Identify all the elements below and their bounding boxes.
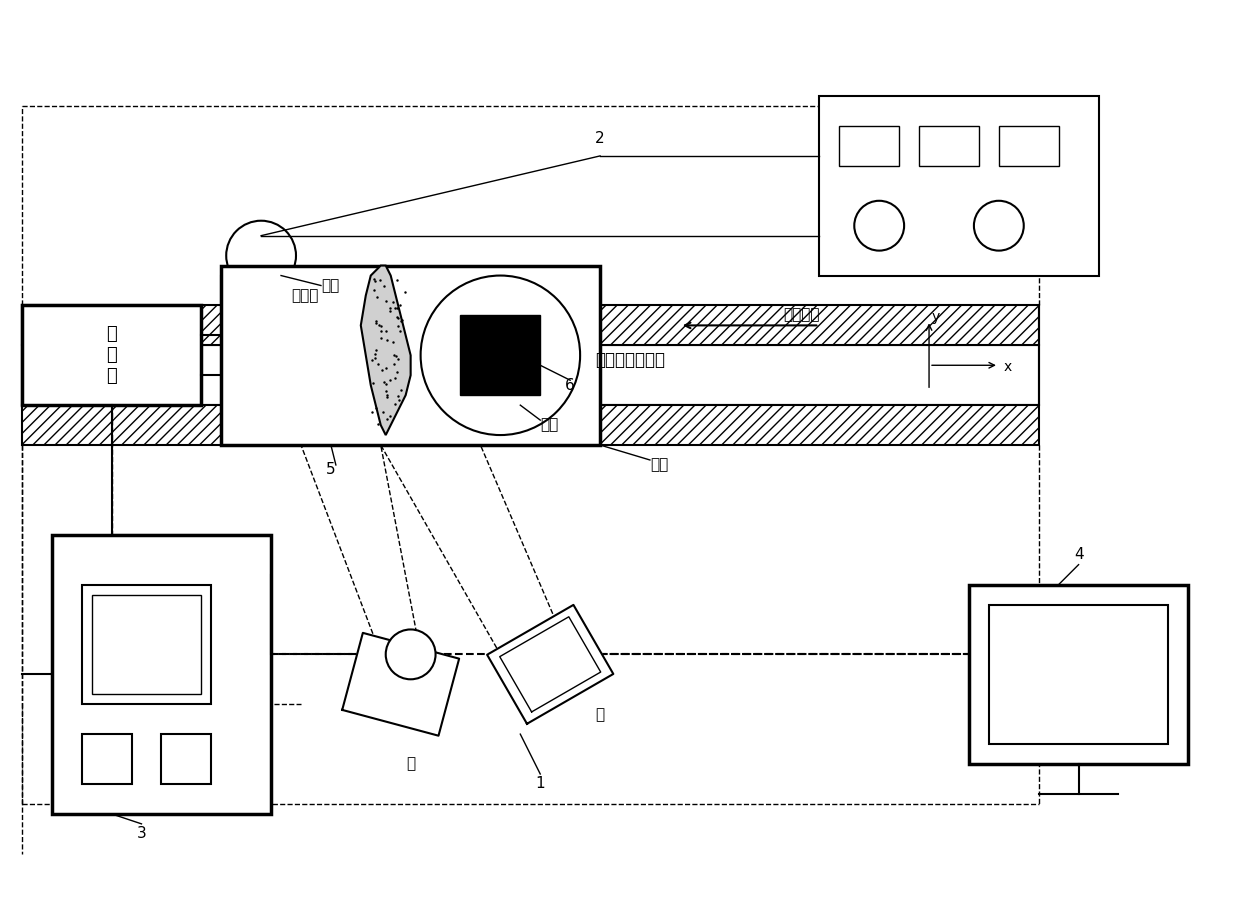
Bar bbox=[22, 306, 1039, 346]
Bar bbox=[839, 126, 899, 166]
Text: x: x bbox=[1004, 360, 1012, 375]
Bar bbox=[22, 405, 1039, 445]
Text: 6: 6 bbox=[565, 377, 575, 393]
Bar bbox=[22, 306, 201, 405]
Bar bbox=[92, 595, 201, 694]
Bar bbox=[999, 126, 1059, 166]
Text: 空泡水筒试验段: 空泡水筒试验段 bbox=[595, 351, 665, 369]
Text: 2: 2 bbox=[595, 131, 605, 146]
Circle shape bbox=[854, 201, 904, 251]
Text: 顶窗: 顶窗 bbox=[321, 278, 340, 293]
Text: 螺旋桨: 螺旋桨 bbox=[291, 288, 319, 303]
Bar bbox=[22, 346, 1039, 405]
Bar bbox=[988, 605, 1168, 744]
Bar bbox=[820, 96, 1099, 275]
Text: 流动方向: 流动方向 bbox=[782, 308, 820, 322]
Text: 筒壁: 筒壁 bbox=[650, 457, 668, 472]
Text: y: y bbox=[932, 310, 940, 324]
Circle shape bbox=[226, 221, 296, 291]
Text: 3: 3 bbox=[136, 826, 146, 842]
Bar bbox=[82, 734, 131, 784]
Bar bbox=[221, 275, 301, 306]
Circle shape bbox=[386, 630, 435, 680]
Text: 动
力
仪: 动 力 仪 bbox=[107, 326, 117, 386]
Text: 侧窗: 侧窗 bbox=[541, 417, 558, 433]
Text: 右: 右 bbox=[595, 707, 605, 721]
Text: 5: 5 bbox=[326, 462, 336, 478]
Circle shape bbox=[973, 201, 1024, 251]
Bar bbox=[52, 535, 272, 814]
Text: 1: 1 bbox=[536, 776, 546, 792]
Polygon shape bbox=[342, 633, 459, 736]
Bar bbox=[221, 265, 600, 445]
Polygon shape bbox=[487, 605, 614, 724]
PathPatch shape bbox=[361, 265, 410, 435]
Bar bbox=[82, 585, 211, 704]
Text: 4: 4 bbox=[1074, 548, 1084, 562]
Bar bbox=[161, 734, 211, 784]
Circle shape bbox=[420, 275, 580, 435]
Bar bbox=[919, 126, 978, 166]
Bar bbox=[968, 585, 1188, 764]
Bar bbox=[460, 316, 541, 395]
Text: 左: 左 bbox=[405, 757, 415, 772]
